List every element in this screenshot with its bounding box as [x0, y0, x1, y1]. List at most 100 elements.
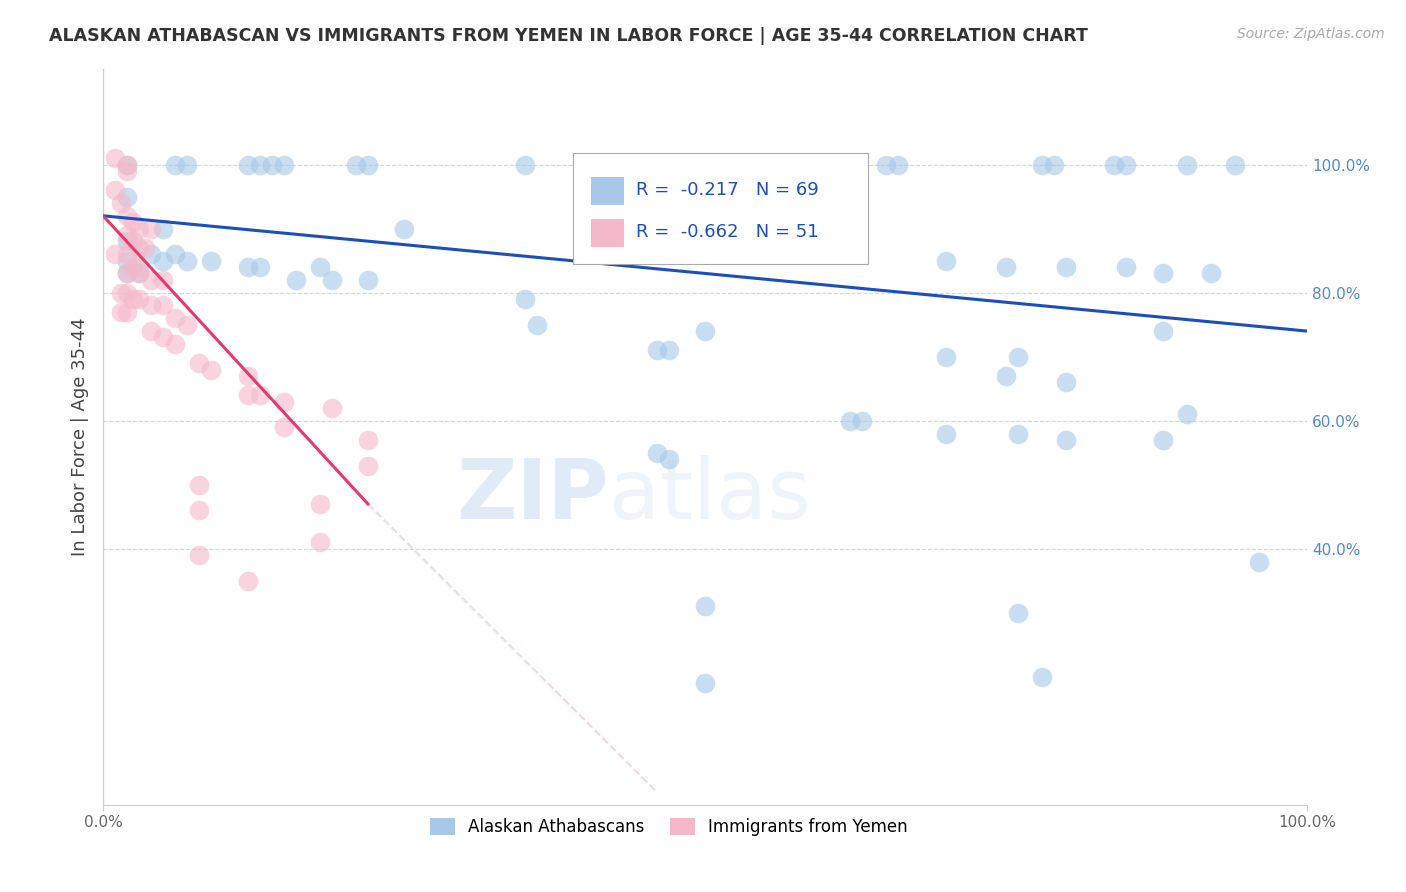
- Point: [693, 599, 716, 614]
- FancyBboxPatch shape: [591, 177, 624, 205]
- Point: [122, 292, 145, 306]
- Point: [141, 273, 163, 287]
- Point: [200, 253, 222, 268]
- Point: [115, 247, 138, 261]
- Point: [115, 158, 138, 172]
- Point: [141, 221, 163, 235]
- Point: [188, 503, 211, 517]
- Y-axis label: In Labor Force | Age 35-44: In Labor Force | Age 35-44: [72, 318, 89, 556]
- Text: ZIP: ZIP: [457, 455, 609, 536]
- Point: [104, 151, 127, 165]
- Point: [321, 273, 343, 287]
- Point: [1223, 158, 1246, 172]
- Point: [115, 209, 138, 223]
- Point: [658, 343, 681, 358]
- Point: [115, 267, 138, 281]
- Point: [115, 227, 138, 242]
- Point: [128, 221, 150, 235]
- FancyBboxPatch shape: [572, 153, 868, 264]
- Point: [935, 426, 957, 441]
- Point: [110, 305, 132, 319]
- Point: [1152, 433, 1174, 447]
- Point: [188, 356, 211, 370]
- Point: [122, 260, 145, 274]
- Point: [875, 158, 897, 172]
- Point: [110, 285, 132, 300]
- Point: [115, 305, 138, 319]
- Point: [1043, 158, 1066, 172]
- Point: [152, 298, 174, 312]
- Point: [104, 247, 127, 261]
- Point: [392, 221, 415, 235]
- Point: [152, 253, 174, 268]
- Point: [357, 458, 380, 473]
- Point: [236, 368, 259, 383]
- Point: [513, 158, 536, 172]
- Point: [357, 158, 380, 172]
- Point: [110, 196, 132, 211]
- Point: [236, 388, 259, 402]
- Point: [188, 477, 211, 491]
- Point: [1007, 426, 1029, 441]
- Point: [152, 221, 174, 235]
- Point: [188, 548, 211, 562]
- Point: [152, 273, 174, 287]
- Point: [115, 235, 138, 249]
- Point: [1247, 555, 1270, 569]
- Point: [357, 433, 380, 447]
- FancyBboxPatch shape: [591, 219, 624, 247]
- Point: [141, 247, 163, 261]
- Point: [1007, 606, 1029, 620]
- Point: [176, 253, 198, 268]
- Point: [693, 324, 716, 338]
- Point: [838, 414, 860, 428]
- Point: [236, 574, 259, 588]
- Point: [115, 253, 138, 268]
- Point: [115, 158, 138, 172]
- Point: [1115, 260, 1137, 274]
- Point: [935, 253, 957, 268]
- Point: [935, 350, 957, 364]
- Text: R =  -0.217   N = 69: R = -0.217 N = 69: [637, 181, 820, 199]
- Point: [357, 273, 380, 287]
- Legend: Alaskan Athabascans, Immigrants from Yemen: Alaskan Athabascans, Immigrants from Yem…: [422, 810, 917, 845]
- Point: [513, 292, 536, 306]
- Text: atlas: atlas: [609, 455, 810, 536]
- Point: [308, 535, 330, 549]
- Point: [236, 158, 259, 172]
- Point: [176, 158, 198, 172]
- Point: [1054, 433, 1077, 447]
- Point: [718, 241, 741, 255]
- Point: [128, 267, 150, 281]
- Point: [1152, 324, 1174, 338]
- Point: [1175, 158, 1198, 172]
- Point: [104, 183, 127, 197]
- Point: [165, 247, 187, 261]
- Point: [1054, 260, 1077, 274]
- Point: [236, 260, 259, 274]
- Point: [165, 311, 187, 326]
- Point: [128, 267, 150, 281]
- Point: [658, 452, 681, 467]
- Point: [308, 497, 330, 511]
- Point: [1104, 158, 1126, 172]
- Point: [152, 330, 174, 344]
- Point: [115, 164, 138, 178]
- Point: [141, 324, 163, 338]
- Text: Source: ZipAtlas.com: Source: ZipAtlas.com: [1237, 27, 1385, 41]
- Point: [249, 260, 271, 274]
- Point: [526, 318, 548, 332]
- Text: ALASKAN ATHABASCAN VS IMMIGRANTS FROM YEMEN IN LABOR FORCE | AGE 35-44 CORRELATI: ALASKAN ATHABASCAN VS IMMIGRANTS FROM YE…: [49, 27, 1088, 45]
- Point: [273, 420, 295, 434]
- Point: [165, 337, 187, 351]
- Point: [645, 446, 668, 460]
- Point: [344, 158, 367, 172]
- Point: [1152, 267, 1174, 281]
- Point: [645, 343, 668, 358]
- Point: [1054, 376, 1077, 390]
- Point: [165, 158, 187, 172]
- Point: [1175, 408, 1198, 422]
- Point: [141, 298, 163, 312]
- Point: [134, 241, 156, 255]
- Point: [284, 273, 307, 287]
